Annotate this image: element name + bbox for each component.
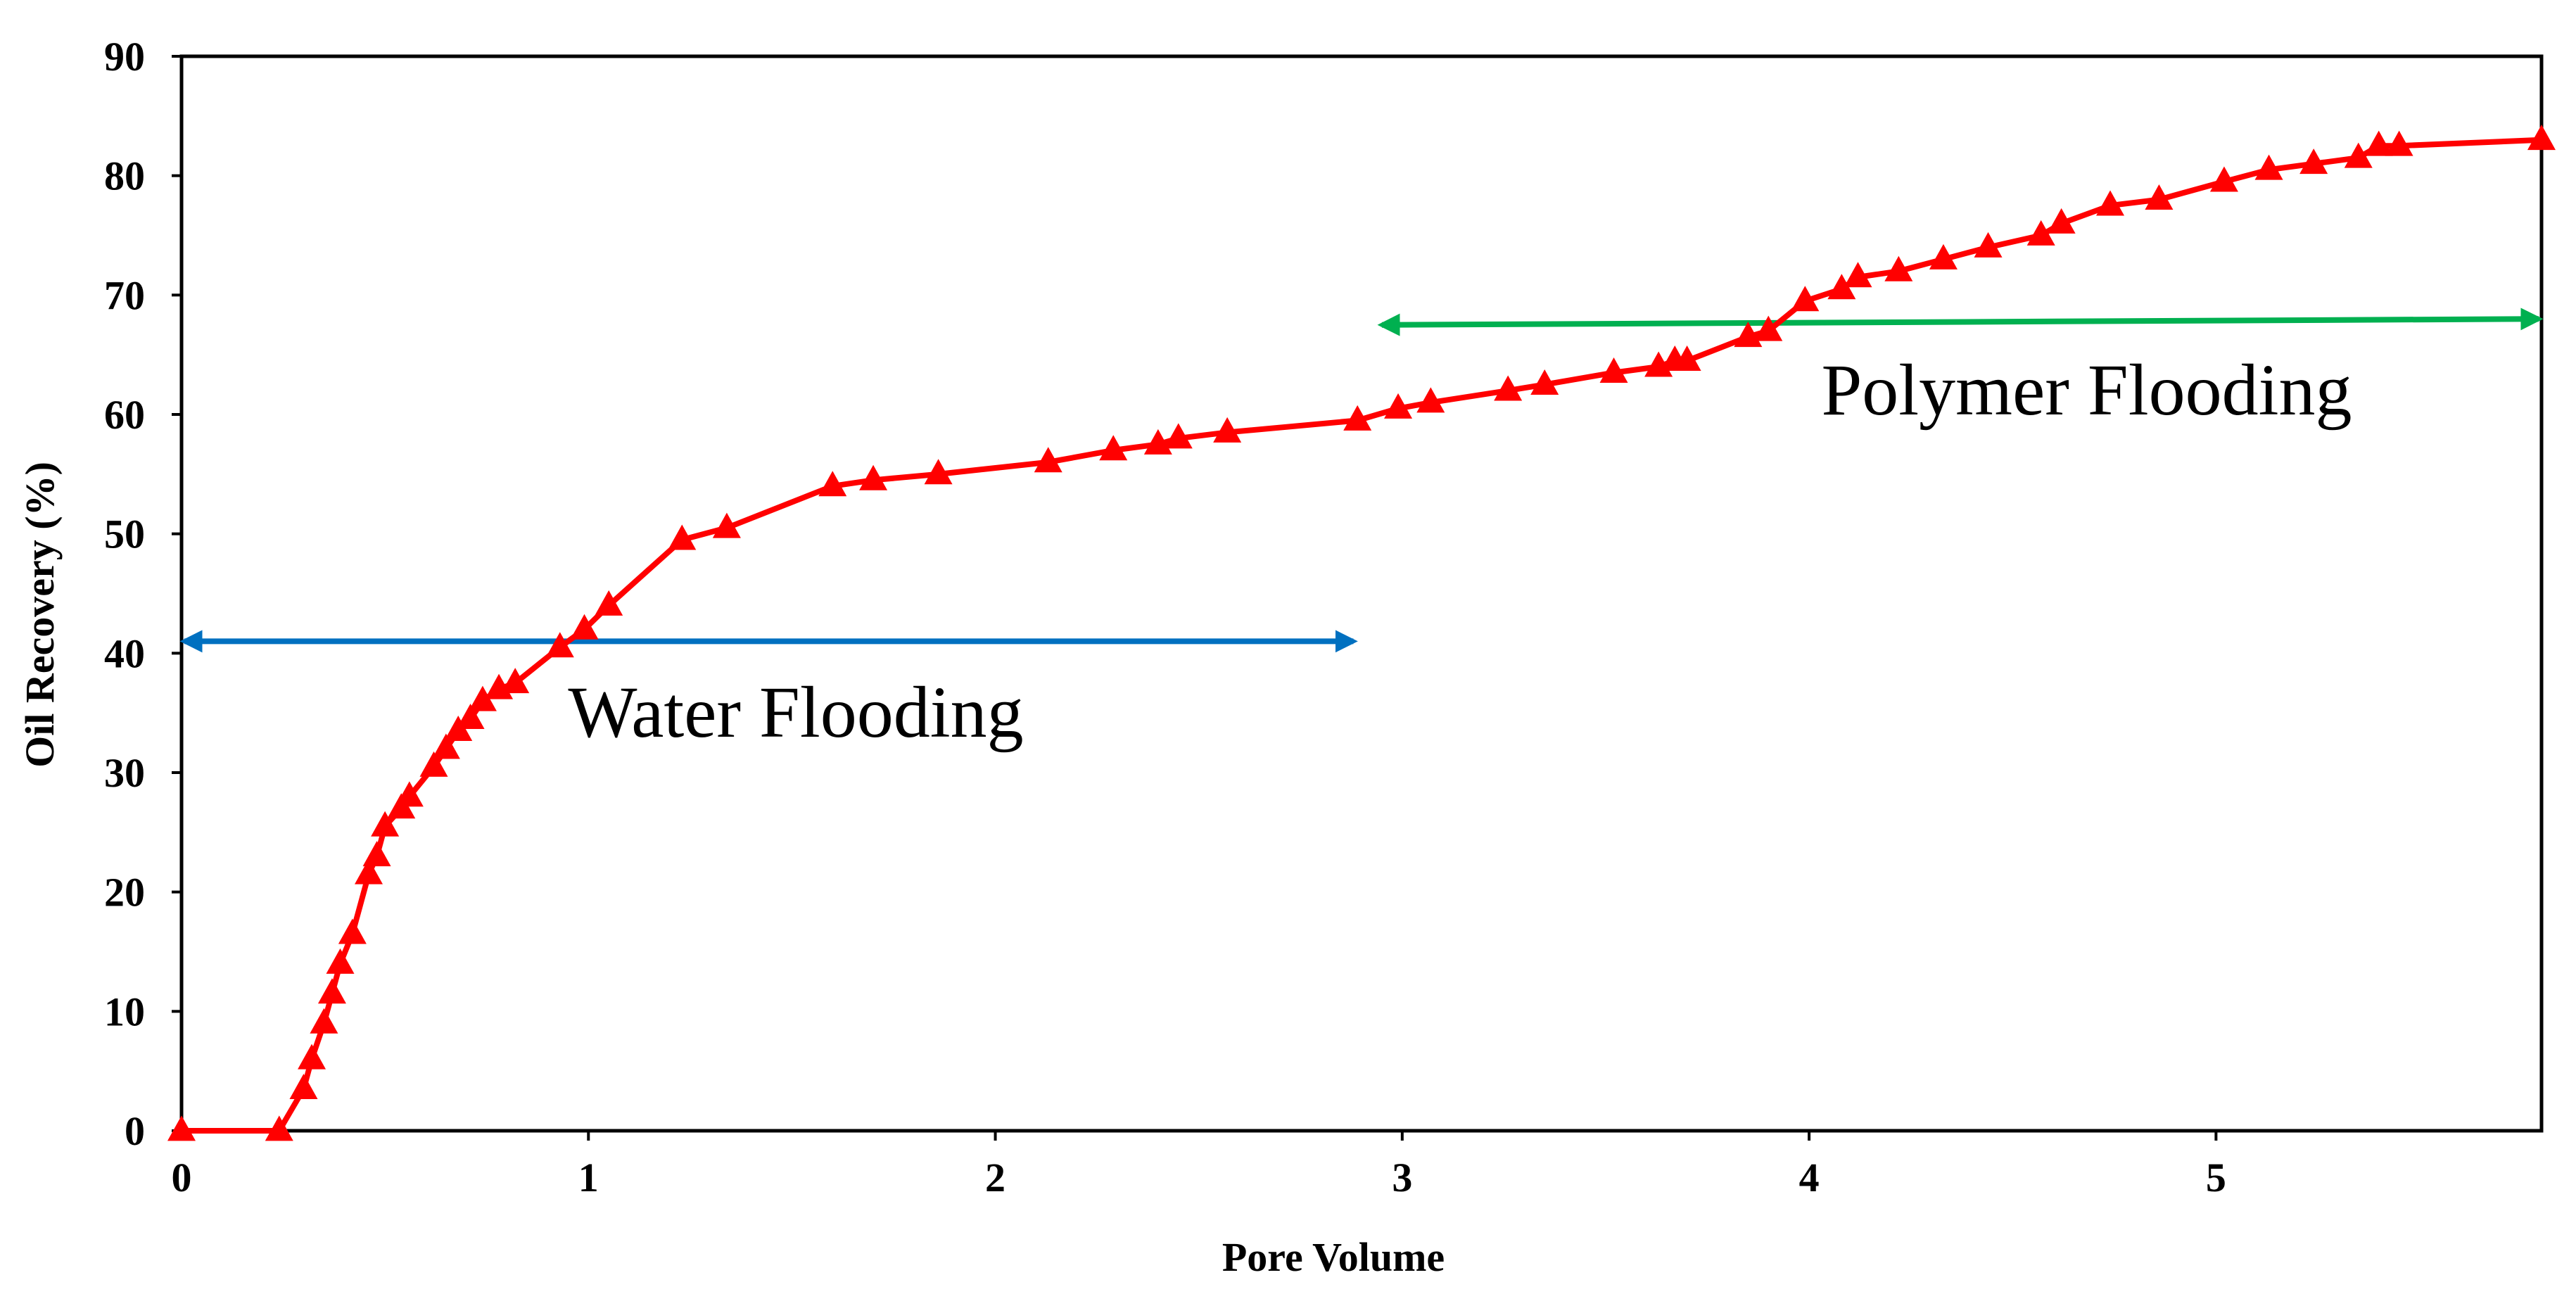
data-point-marker bbox=[419, 751, 448, 777]
series-layer bbox=[167, 125, 2556, 1141]
x-tick-label: 1 bbox=[578, 1155, 599, 1200]
x-tick-label: 5 bbox=[2206, 1155, 2226, 1200]
data-point-marker bbox=[712, 512, 741, 538]
data-point-marker bbox=[371, 811, 400, 837]
y-tick-label: 0 bbox=[125, 1108, 145, 1154]
data-point-marker bbox=[355, 858, 383, 884]
data-point-marker bbox=[1754, 315, 1783, 341]
data-point-marker bbox=[501, 668, 530, 694]
data-point-marker bbox=[326, 948, 355, 974]
data-point-marker bbox=[317, 978, 346, 1004]
x-tick-label: 3 bbox=[1392, 1155, 1412, 1200]
data-point-marker bbox=[595, 590, 623, 616]
x-axis-ticks: 0 1 2 3 4 5 bbox=[172, 1131, 2226, 1200]
data-point-marker bbox=[1530, 369, 1559, 395]
data-point-marker bbox=[2254, 154, 2283, 180]
data-point-marker bbox=[468, 685, 497, 711]
data-point-marker bbox=[2209, 166, 2238, 192]
data-point-marker bbox=[2047, 208, 2076, 234]
data-point-marker bbox=[395, 781, 424, 807]
polymer-flooding-label: Polymer Flooding bbox=[1821, 350, 2352, 431]
data-point-marker bbox=[1673, 345, 1701, 372]
data-point-marker bbox=[2344, 142, 2373, 168]
y-tick-label: 90 bbox=[104, 34, 145, 80]
data-point-marker bbox=[1384, 393, 1413, 419]
data-point-marker bbox=[431, 733, 460, 759]
data-point-marker bbox=[167, 1115, 196, 1141]
data-point-marker bbox=[1213, 417, 1242, 443]
data-point-marker bbox=[2527, 125, 2556, 151]
annotations-layer: Water Flooding Polymer Flooding bbox=[179, 307, 2544, 753]
data-point-marker bbox=[1099, 435, 1128, 461]
y-tick-label: 70 bbox=[104, 272, 145, 318]
x-tick-label: 4 bbox=[1799, 1155, 1820, 1200]
y-axis-ticks: 0 10 20 30 40 50 60 70 80 90 bbox=[104, 34, 182, 1154]
data-point-marker bbox=[1599, 357, 1628, 383]
data-point-marker bbox=[924, 459, 953, 485]
data-point-marker bbox=[1343, 405, 1372, 431]
data-point-marker bbox=[545, 632, 574, 658]
data-point-marker bbox=[265, 1115, 293, 1141]
data-point-marker bbox=[570, 614, 599, 640]
data-point-marker bbox=[310, 1008, 338, 1034]
data-point-marker bbox=[338, 918, 367, 944]
polymer-flooding-arrow bbox=[1377, 307, 2544, 336]
water-flooding-label: Water Flooding bbox=[568, 672, 1023, 753]
y-tick-label: 50 bbox=[104, 512, 145, 557]
data-point-marker bbox=[298, 1044, 326, 1070]
y-tick-label: 80 bbox=[104, 153, 145, 199]
data-point-marker bbox=[1164, 423, 1193, 449]
y-tick-label: 30 bbox=[104, 750, 145, 796]
data-point-marker bbox=[362, 841, 391, 867]
data-point-marker bbox=[1844, 262, 1872, 288]
data-point-marker bbox=[289, 1074, 318, 1100]
data-point-marker bbox=[456, 704, 485, 730]
oil-recovery-line bbox=[182, 137, 2542, 1134]
x-axis-title: Pore Volume bbox=[1222, 1234, 1445, 1280]
data-point-marker bbox=[818, 471, 847, 497]
data-point-marker bbox=[2385, 130, 2413, 156]
y-tick-label: 20 bbox=[104, 870, 145, 915]
data-point-marker bbox=[1974, 231, 2003, 258]
data-point-marker bbox=[1034, 447, 1062, 473]
y-tick-label: 10 bbox=[104, 989, 145, 1034]
y-tick-label: 40 bbox=[104, 630, 145, 676]
data-point-marker bbox=[859, 464, 888, 490]
data-point-marker bbox=[668, 524, 697, 550]
data-point-marker bbox=[1494, 375, 1523, 401]
y-tick-label: 60 bbox=[104, 392, 145, 438]
y-axis-title: Oil Recovery (%) bbox=[17, 462, 63, 768]
data-point-marker bbox=[1827, 274, 1856, 300]
data-point-marker bbox=[1884, 255, 1913, 281]
data-point-marker bbox=[1929, 243, 1958, 269]
data-point-marker bbox=[1791, 286, 1820, 312]
data-point-marker bbox=[2096, 190, 2125, 216]
data-point-marker bbox=[2299, 148, 2328, 175]
data-point-marker bbox=[2026, 220, 2055, 246]
x-tick-label: 0 bbox=[172, 1155, 192, 1200]
x-tick-label: 2 bbox=[985, 1155, 1005, 1200]
data-point-marker bbox=[2364, 130, 2393, 156]
data-point-marker bbox=[1416, 387, 1445, 413]
data-point-marker bbox=[2145, 184, 2174, 210]
plot-area-frame bbox=[179, 54, 2544, 1133]
